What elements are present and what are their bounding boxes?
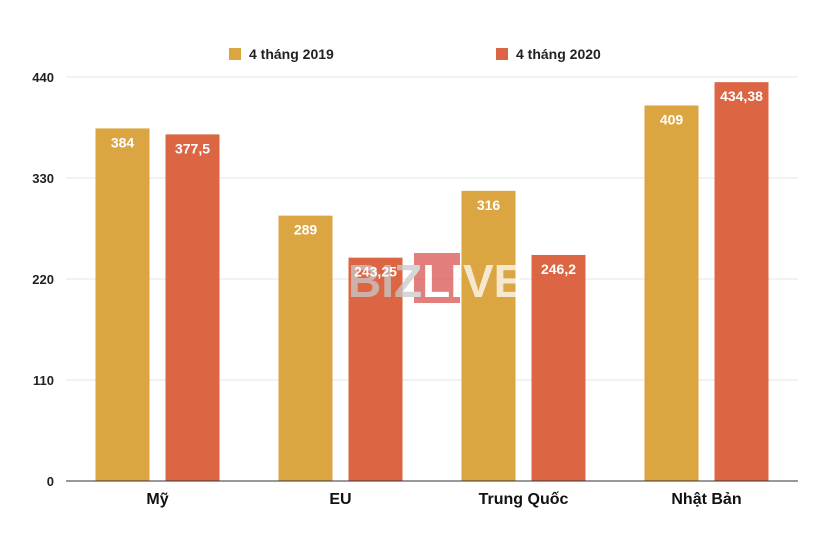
y-tick-label: 330 <box>32 171 54 186</box>
y-tick-label: 0 <box>47 474 54 489</box>
watermark-text: BIZLIVE <box>348 255 524 307</box>
watermark-box <box>414 253 460 303</box>
bar <box>165 134 220 482</box>
bar <box>461 190 516 481</box>
y-tick-label: 220 <box>32 272 54 287</box>
data-label: 246,2 <box>541 261 576 277</box>
bar <box>531 254 586 481</box>
data-label: 409 <box>660 111 684 127</box>
watermark-part1: BIZ <box>348 255 422 307</box>
data-label: 316 <box>477 197 501 213</box>
bar <box>714 82 769 481</box>
x-tick-label: EU <box>329 491 351 508</box>
legend-swatch-2019 <box>229 48 241 60</box>
y-axis: 0 110 220 330 440 <box>32 70 54 489</box>
bar <box>644 105 699 482</box>
watermark-part2: LIVE <box>422 255 524 307</box>
x-tick-label: Mỹ <box>146 491 168 508</box>
y-tick-label: 440 <box>32 70 54 85</box>
data-label: 434,38 <box>720 88 763 104</box>
bar <box>278 215 333 482</box>
data-label: 384 <box>111 134 135 150</box>
data-labels: 384 377,5 289 243,25 316 246,2 409 434,38 <box>111 88 763 279</box>
x-tick-label: Trung Quốc <box>479 491 569 508</box>
bar <box>348 257 403 481</box>
bar <box>95 128 150 481</box>
data-label: 289 <box>294 222 318 238</box>
bizlive-watermark: BIZLIVE <box>348 253 524 307</box>
legend-swatch-2020 <box>496 48 508 60</box>
data-label: 243,25 <box>354 264 397 280</box>
data-label: 377,5 <box>175 140 210 156</box>
legend-label-2019: 4 tháng 2019 <box>249 46 334 62</box>
legend-label-2020: 4 tháng 2020 <box>516 46 601 62</box>
x-axis: Mỹ EU Trung Quốc Nhật Bản <box>66 480 798 508</box>
legend: 4 tháng 2019 4 tháng 2020 <box>229 46 601 62</box>
x-tick-label: Nhật Bản <box>671 491 741 508</box>
y-tick-label: 110 <box>33 373 54 388</box>
bars <box>95 82 769 482</box>
